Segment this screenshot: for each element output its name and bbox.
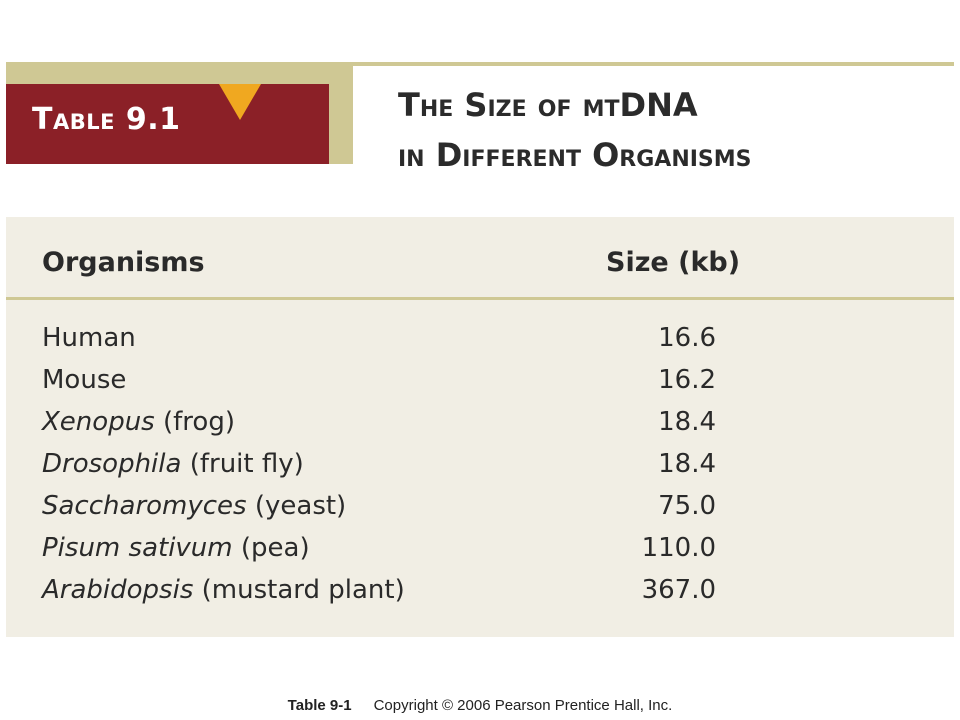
caption-label: Table 9-1: [287, 697, 352, 714]
common-name: (pea): [232, 533, 310, 563]
organism-cell: Arabidopsis (mustard plant): [42, 575, 405, 605]
organism-cell: Saccharomyces (yeast): [42, 491, 346, 521]
organism-cell: Mouse: [42, 365, 126, 395]
table-row: Xenopus (frog) 18.4: [6, 407, 954, 449]
top-rule: [6, 62, 954, 66]
common-name: (mustard plant): [193, 575, 405, 605]
table-body: Human 16.6 Mouse 16.2 Xenopus (frog) 18.…: [6, 323, 954, 617]
header-divider: [6, 297, 954, 300]
table-panel: Organisms Size (kb) Human 16.6 Mouse 16.…: [6, 217, 954, 637]
common-name: Human: [42, 323, 136, 353]
size-cell: 18.4: [658, 407, 716, 437]
table-title-line-1: The Size of mtDNA: [398, 86, 698, 124]
table-row: Drosophila (fruit fly) 18.4: [6, 449, 954, 491]
common-name: Mouse: [42, 365, 127, 395]
caption-copyright: Copyright © 2006 Pearson Prentice Hall, …: [373, 697, 673, 714]
table-row: Saccharomyces (yeast) 75.0: [6, 491, 954, 533]
scientific-name: Drosophila: [42, 449, 182, 479]
organism-cell: Pisum sativum (pea): [42, 533, 310, 563]
size-cell: 367.0: [641, 575, 716, 605]
table-row: Human 16.6: [6, 323, 954, 365]
table-header-row: Organisms Size (kb): [6, 217, 954, 297]
size-cell: 16.6: [658, 323, 716, 353]
table-row: Pisum sativum (pea) 110.0: [6, 533, 954, 575]
table-label: Table 9.1: [32, 102, 181, 137]
scientific-name: Pisum sativum: [42, 533, 233, 563]
table-title-line-2: in Different Organisms: [398, 136, 752, 174]
size-cell: 75.0: [658, 491, 716, 521]
size-cell: 18.4: [658, 449, 716, 479]
figure-caption: Table 9-1 Copyright © 2006 Pearson Prenti…: [0, 697, 960, 714]
common-name: (frog): [154, 407, 235, 437]
scientific-name: Arabidopsis: [42, 575, 194, 605]
flag-triangle-icon: [219, 84, 261, 120]
scientific-name: Xenopus: [42, 407, 155, 437]
table-title: The Size of mtDNA in Different Organisms: [398, 80, 752, 180]
table-label-box: [6, 84, 329, 164]
organism-cell: Drosophila (fruit fly): [42, 449, 304, 479]
organism-cell: Xenopus (frog): [42, 407, 235, 437]
size-cell: 16.2: [658, 365, 716, 395]
size-cell: 110.0: [641, 533, 716, 563]
table-row: Mouse 16.2: [6, 365, 954, 407]
common-name: (fruit fly): [181, 449, 304, 479]
column-header-size: Size (kb): [606, 247, 741, 278]
table-row: Arabidopsis (mustard plant) 367.0: [6, 575, 954, 617]
column-header-organisms: Organisms: [42, 247, 205, 278]
organism-cell: Human: [42, 323, 136, 353]
common-name: (yeast): [246, 491, 347, 521]
scientific-name: Saccharomyces: [42, 491, 247, 521]
